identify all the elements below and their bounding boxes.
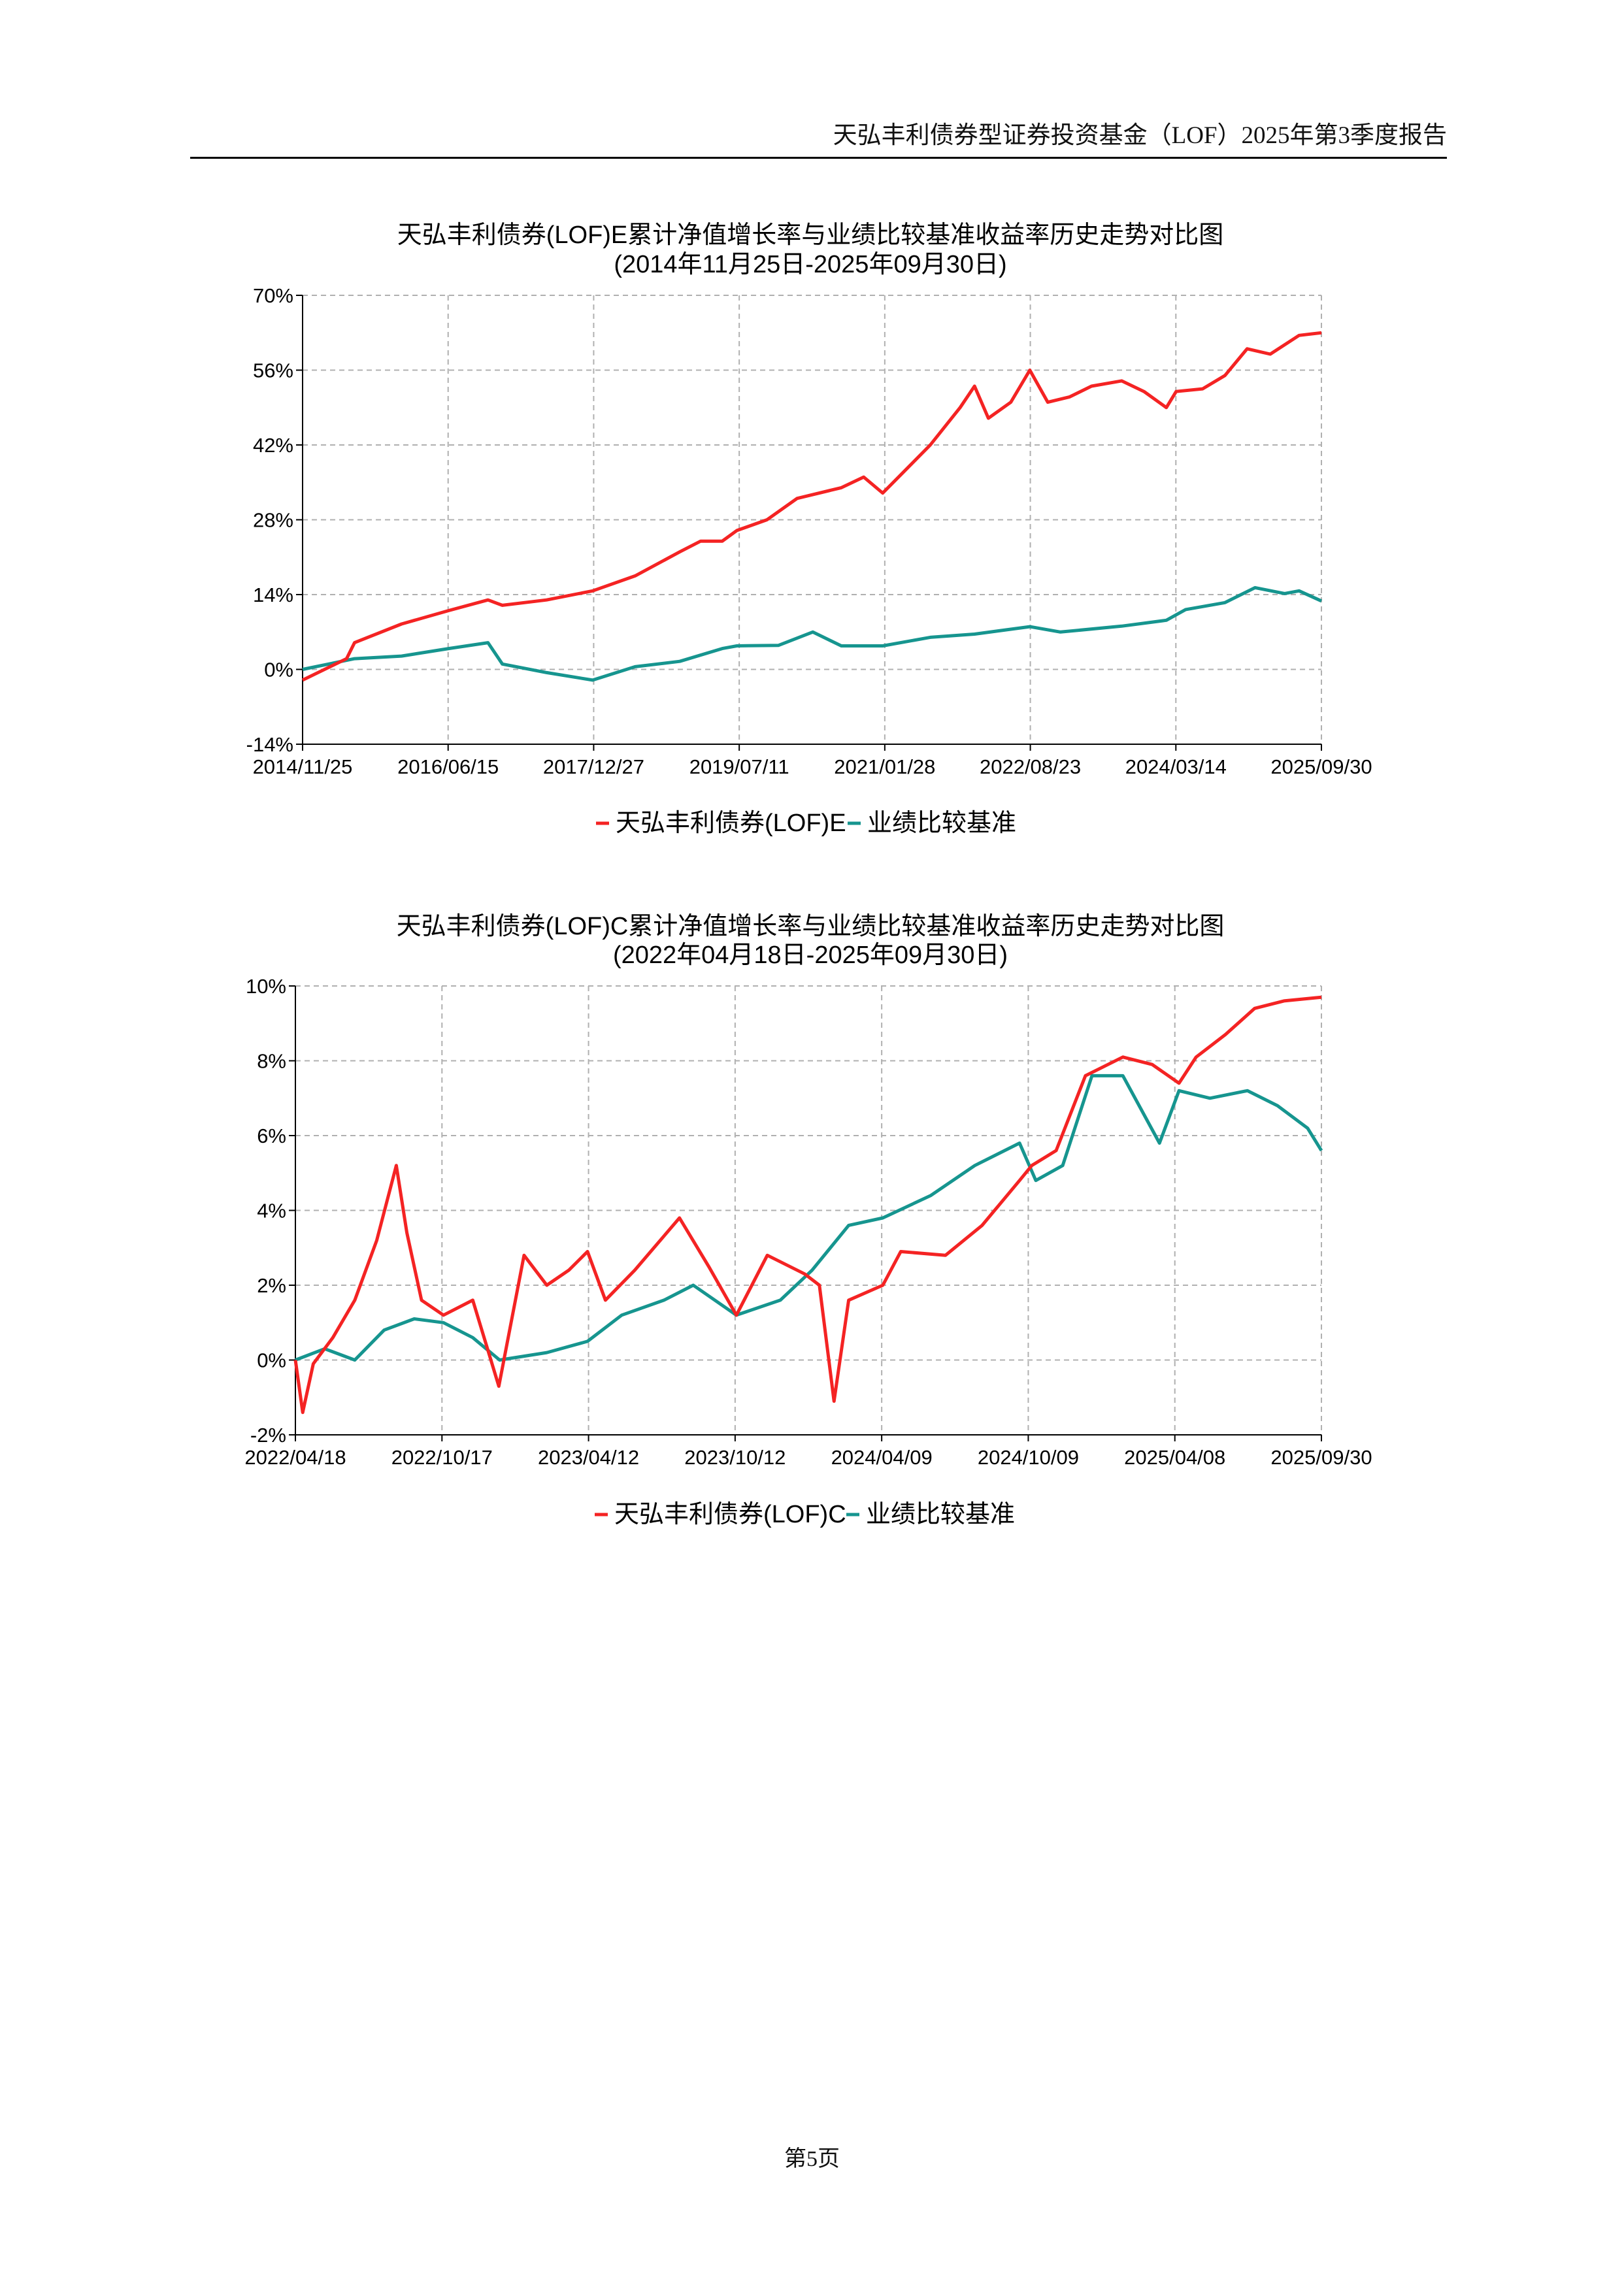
y-tick-label: 42%: [253, 434, 293, 457]
y-tick-label: 70%: [253, 284, 293, 307]
x-tick-label: 2024/10/09: [978, 1446, 1079, 1469]
page-number: 第5页: [784, 2147, 840, 2171]
x-tick-label: 2022/08/23: [980, 755, 1081, 778]
chart-title: 天弘丰利债券(LOF)E累计净值增长率与业绩比较基准收益率历史走势对比图: [397, 221, 1224, 249]
y-tick-label: -14%: [246, 733, 293, 756]
x-tick-label: 2019/07/11: [689, 755, 789, 778]
legend-label-fund: 天弘丰利债券(LOF)E: [616, 810, 846, 837]
y-tick-label: -2%: [250, 1424, 286, 1447]
series-line-fund: [301, 331, 1322, 682]
x-tick-label: 2017/12/27: [543, 755, 644, 778]
y-tick-label: 56%: [253, 359, 293, 382]
chart-2: 天弘丰利债券(LOF)C累计净值增长率与业绩比较基准收益率历史走势对比图(202…: [244, 913, 1372, 1528]
x-tick-label: 2014/11/25: [253, 755, 353, 778]
series-line-fund: [293, 995, 1322, 1415]
chart-subtitle: (2022年04月18日-2025年09月30日): [613, 942, 1008, 969]
x-tick-label: 2016/06/15: [397, 755, 499, 778]
y-tick-label: 28%: [253, 509, 293, 532]
x-tick-label: 2024/04/09: [831, 1446, 933, 1469]
chart-legend: 天弘丰利债券(LOF)E 业绩比较基准: [596, 810, 1016, 837]
x-tick-label: 2023/10/12: [684, 1446, 786, 1469]
y-tick-label: 2%: [257, 1274, 286, 1297]
header-divider: [190, 157, 1447, 159]
y-tick-label: 0%: [257, 1349, 286, 1372]
x-tick-label: 2022/04/18: [244, 1446, 346, 1469]
y-tick-label: 0%: [264, 659, 293, 681]
x-tick-label: 2021/01/28: [834, 755, 935, 778]
x-tick-label: 2025/04/08: [1124, 1446, 1225, 1469]
y-tick-label: 4%: [257, 1200, 286, 1222]
x-tick-label: 2023/04/12: [538, 1446, 639, 1469]
series-line-benchmark: [302, 585, 1323, 682]
legend-label-benchmark: 业绩比较基准: [867, 810, 1016, 837]
x-tick-label: 2022/10/17: [391, 1446, 493, 1469]
y-tick-label: 14%: [253, 583, 293, 606]
y-tick-label: 10%: [246, 975, 286, 998]
x-tick-label: 2024/03/14: [1125, 755, 1227, 778]
y-tick-label: 8%: [257, 1050, 286, 1073]
chart-subtitle: (2014年11月25日-2025年09月30日): [614, 251, 1006, 278]
legend-label-fund: 天弘丰利债券(LOF)C: [614, 1501, 846, 1528]
x-tick-label: 2025/09/30: [1270, 1446, 1372, 1469]
legend-label-benchmark: 业绩比较基准: [866, 1501, 1015, 1528]
y-tick-label: 6%: [257, 1124, 286, 1147]
chart-title: 天弘丰利债券(LOF)C累计净值增长率与业绩比较基准收益率历史走势对比图: [397, 913, 1225, 940]
report-header-title: 天弘丰利债券型证券投资基金（LOF）2025年第3季度报告: [833, 122, 1447, 149]
chart-1: 天弘丰利债券(LOF)E累计净值增长率与业绩比较基准收益率历史走势对比图(201…: [246, 221, 1372, 837]
chart-legend: 天弘丰利债券(LOF)C 业绩比较基准: [595, 1501, 1015, 1528]
x-tick-label: 2025/09/30: [1270, 755, 1372, 778]
series-line-benchmark: [295, 1074, 1323, 1362]
